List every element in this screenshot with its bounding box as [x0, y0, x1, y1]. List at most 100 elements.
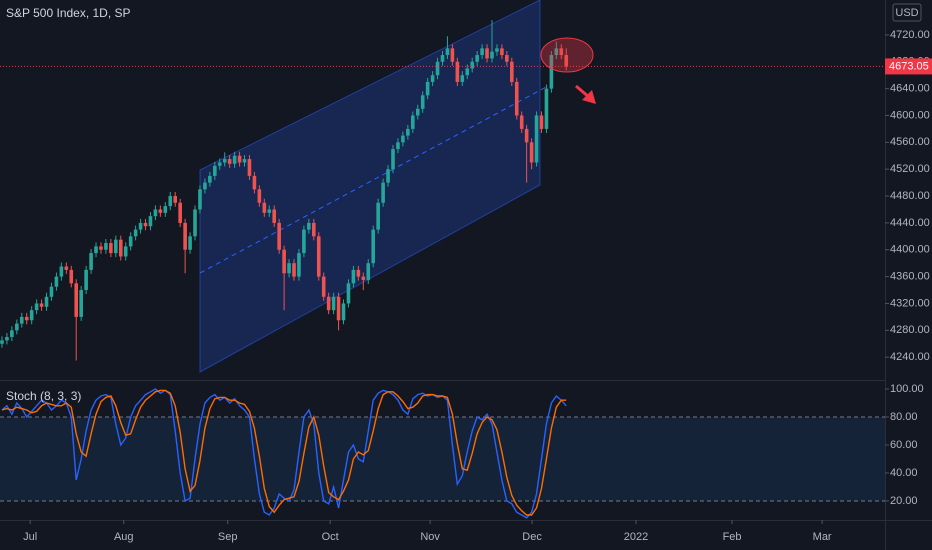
candle-body	[217, 162, 222, 166]
candle-body	[44, 296, 49, 307]
candle-body	[277, 222, 281, 250]
x-tick-label: Aug	[114, 531, 134, 543]
last-price-label: 4673.05	[889, 60, 929, 72]
candle-body	[549, 55, 554, 89]
candle-body	[490, 51, 494, 59]
candle-body	[0, 340, 4, 344]
candle-body	[272, 209, 277, 223]
candle-body	[262, 202, 267, 213]
candle-body	[500, 48, 504, 56]
candle-body	[356, 269, 361, 277]
y-tick-label: 4280.00	[890, 324, 930, 336]
candle-body	[183, 222, 187, 250]
candle-body	[54, 276, 59, 287]
candle-body	[435, 61, 440, 76]
candle-body	[64, 266, 69, 270]
candle-body	[544, 88, 549, 129]
candle-body	[430, 75, 435, 82]
candle-body	[252, 175, 257, 190]
candle-body	[297, 253, 301, 277]
candle-body	[495, 48, 499, 52]
candle-body	[89, 253, 93, 270]
candle-body	[460, 75, 465, 82]
candle-body	[480, 48, 484, 56]
candle-body	[534, 115, 539, 163]
candle-body	[475, 55, 479, 62]
candle-body	[84, 269, 88, 291]
candle-body	[198, 189, 202, 210]
candle-body	[505, 55, 509, 62]
x-tick-label: Jul	[23, 531, 37, 543]
candle-body	[69, 269, 74, 284]
candle-body	[470, 61, 474, 69]
candle-body	[326, 296, 331, 311]
candle-body	[371, 229, 376, 264]
candle-body	[257, 189, 262, 203]
candle-body	[529, 142, 534, 163]
y-tick-label: 4560.00	[890, 136, 930, 148]
candle-body	[15, 323, 19, 331]
candle-body	[559, 48, 564, 56]
y-tick-label: 40.00	[890, 467, 918, 479]
y-tick-label: 4320.00	[890, 297, 930, 309]
candle-body	[386, 169, 390, 183]
candle-body	[49, 286, 54, 297]
candle-body	[74, 283, 79, 317]
candle-body	[19, 316, 24, 324]
candle-body	[465, 68, 470, 76]
candle-body	[148, 216, 153, 227]
y-tick-label: 100.00	[890, 383, 924, 395]
candle-body	[138, 222, 143, 230]
candle-body	[519, 115, 524, 129]
candle-body	[440, 55, 445, 62]
candle-body	[99, 246, 103, 250]
candle-body	[366, 263, 371, 280]
candle-body	[133, 229, 138, 237]
y-tick-label: 4600.00	[890, 109, 930, 121]
candle-body	[336, 296, 341, 321]
candle-body	[222, 159, 227, 163]
y-tick-label: 60.00	[890, 439, 918, 451]
candle-body	[396, 142, 400, 150]
indicator-title: Stoch (8, 3, 3)	[6, 389, 81, 403]
candle-body	[34, 303, 39, 311]
candle-body	[450, 48, 455, 62]
candle-body	[341, 303, 346, 321]
candle-body	[391, 149, 395, 170]
candle-body	[411, 115, 415, 129]
currency-box[interactable]	[892, 3, 922, 22]
y-tick-label: 20.00	[890, 495, 918, 507]
y-tick-label: 80.00	[890, 411, 918, 423]
currency: USD	[895, 7, 918, 19]
candle-body	[227, 159, 232, 164]
candle-body	[351, 269, 356, 284]
candle-body	[321, 276, 326, 297]
candle-body	[242, 159, 247, 163]
candle-body	[312, 222, 316, 237]
candle-body	[302, 229, 306, 254]
candle-body	[331, 296, 336, 311]
candle-body	[514, 81, 519, 116]
candle-body	[188, 236, 192, 250]
stoch-band	[0, 416, 885, 501]
candle-body	[237, 155, 242, 163]
x-tick-label: Sep	[218, 531, 238, 543]
candle-body	[381, 182, 385, 203]
candle-body	[282, 249, 286, 274]
y-tick-label: 4400.00	[890, 244, 930, 256]
candle-body	[406, 128, 410, 136]
y-tick-label: 4520.00	[890, 163, 930, 175]
candle-body	[485, 48, 489, 59]
candle-body	[232, 155, 237, 164]
x-tick-label: Oct	[322, 531, 339, 543]
candle-body	[178, 202, 182, 223]
chart-title: S&P 500 Index, 1D, SP	[6, 6, 131, 20]
candle-body	[247, 159, 252, 176]
marks	[0, 20, 885, 519]
candle-body	[445, 48, 450, 56]
candle-body	[287, 263, 291, 274]
candle-body	[539, 115, 544, 129]
highlight-ellipse	[540, 37, 594, 73]
parallel-channel	[199, 0, 541, 373]
